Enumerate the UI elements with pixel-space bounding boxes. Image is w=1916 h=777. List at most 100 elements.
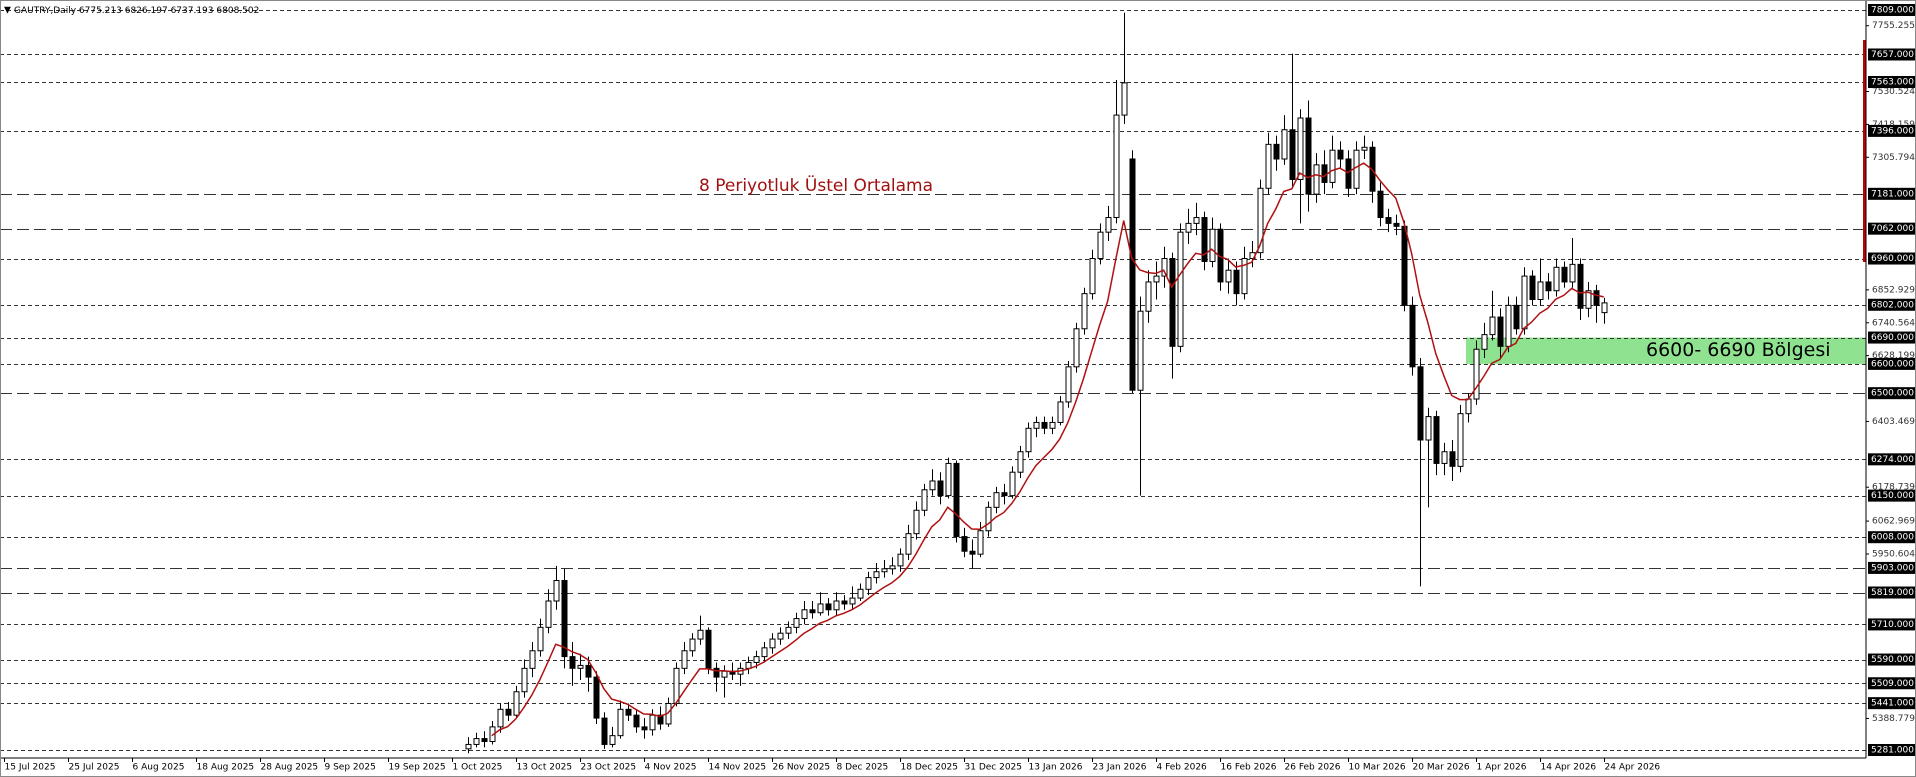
- candle-body: [553, 580, 560, 602]
- x-tick-label: 4 Nov 2025: [645, 763, 697, 773]
- candle-body: [1033, 421, 1040, 429]
- candle-body: [1041, 421, 1048, 429]
- candle-body: [1569, 263, 1576, 283]
- candle-body: [1025, 427, 1032, 453]
- candle-body: [673, 667, 680, 704]
- candle-body: [689, 638, 696, 652]
- x-tick-label: 26 Nov 2025: [773, 763, 831, 773]
- y-tick-label: 7530.524: [1872, 87, 1915, 97]
- candle-body: [481, 738, 488, 743]
- candle-body: [1417, 366, 1424, 441]
- candle-body: [465, 743, 472, 750]
- candle-body: [585, 664, 592, 678]
- candle-body: [897, 553, 904, 567]
- level-label: 6008.000: [1871, 533, 1914, 543]
- candle-body: [681, 650, 688, 669]
- candle-body: [721, 670, 728, 678]
- level-label-box: [1868, 618, 1915, 631]
- level-label: 6802.000: [1871, 300, 1914, 310]
- candle-body: [633, 714, 640, 728]
- y-tick-label: 6062.969: [1872, 517, 1915, 527]
- x-tick-label: 13 Jan 2026: [1029, 763, 1083, 773]
- candle-body: [1265, 143, 1272, 189]
- candle-body: [1297, 117, 1304, 180]
- candle-body: [1465, 398, 1472, 415]
- candle-body: [833, 600, 840, 611]
- candle-body: [1433, 416, 1440, 464]
- candle-body: [1601, 302, 1608, 314]
- candle-body: [1057, 401, 1064, 423]
- candle-body: [529, 650, 536, 669]
- candle-body: [857, 588, 864, 599]
- x-tick-label: 14 Nov 2025: [709, 763, 767, 773]
- level-label: 7657.000: [1871, 50, 1914, 60]
- candle-body: [1257, 187, 1264, 254]
- candle-body: [1241, 258, 1248, 295]
- candle-body: [953, 462, 960, 538]
- level-label: 6150.000: [1871, 491, 1914, 501]
- candle-body: [1537, 281, 1544, 301]
- candle-body: [1409, 304, 1416, 368]
- header-marker: ▼: [4, 6, 11, 16]
- candle-body: [601, 717, 608, 745]
- candle-body: [1145, 281, 1152, 312]
- candle-body: [1329, 149, 1336, 183]
- close: 6808.502: [216, 6, 259, 16]
- candle-body: [1553, 266, 1560, 292]
- candle-body: [753, 656, 760, 663]
- candle-body: [1481, 334, 1488, 350]
- candle-body: [1313, 164, 1320, 195]
- x-tick-label: 28 Aug 2025: [261, 763, 319, 773]
- x-tick-label: 23 Oct 2025: [581, 763, 637, 773]
- level-label: 7062.000: [1871, 224, 1914, 234]
- candle-body: [1121, 82, 1128, 116]
- candle-body: [1337, 149, 1344, 160]
- level-label: 5590.000: [1871, 655, 1914, 665]
- candle-body: [537, 626, 544, 652]
- level-label-box: [1868, 387, 1915, 400]
- candle-body: [1193, 217, 1200, 224]
- candle-body: [1225, 269, 1232, 283]
- level-label: 6600.000: [1871, 359, 1914, 369]
- candle-body: [1505, 304, 1512, 347]
- candle-body: [705, 629, 712, 669]
- level-label: 5819.000: [1871, 588, 1914, 598]
- candle-body: [1449, 451, 1456, 467]
- level-label-box: [1868, 4, 1915, 16]
- candle-body: [1305, 117, 1312, 195]
- candle-body: [1385, 217, 1392, 224]
- y-tick-label: 7755.255: [1872, 21, 1915, 31]
- candle-body: [1001, 492, 1008, 497]
- candle-body: [993, 492, 1000, 508]
- candle-body: [921, 489, 928, 511]
- candle-body: [1201, 217, 1208, 262]
- candle-body: [1049, 421, 1056, 429]
- candle-body: [1081, 293, 1088, 330]
- x-tick-label: 15 Jul 2025: [5, 763, 56, 773]
- candle-body: [873, 571, 880, 579]
- candle-body: [881, 568, 888, 573]
- x-tick-label: 9 Sep 2025: [325, 763, 376, 773]
- candle-body: [657, 714, 664, 725]
- x-tick-label: 14 Apr 2026: [1541, 763, 1597, 773]
- candle-body: [1593, 290, 1600, 306]
- candle-body: [641, 726, 648, 731]
- x-tick-label: 1 Oct 2025: [453, 763, 503, 773]
- candle-body: [841, 600, 848, 605]
- annotation: 8 Periyotluk Üstel Ortalama: [699, 174, 933, 196]
- x-tick-label: 4 Feb 2026: [1157, 763, 1208, 773]
- candle-body: [1281, 129, 1288, 160]
- x-tick-label: 10 Mar 2026: [1349, 763, 1406, 773]
- level-label: 5281.000: [1871, 746, 1914, 756]
- level-label-box: [1868, 677, 1915, 690]
- candle-body: [913, 509, 920, 535]
- y-tick-label: 6403.469: [1872, 417, 1915, 427]
- level-label-box: [1868, 252, 1915, 265]
- candle-body: [793, 618, 800, 628]
- candle-body: [1513, 304, 1520, 330]
- candle-body: [961, 536, 968, 552]
- candle-body: [1345, 158, 1352, 189]
- candle-body: [1401, 225, 1408, 306]
- candle-body: [1273, 143, 1280, 160]
- candle-body: [905, 533, 912, 555]
